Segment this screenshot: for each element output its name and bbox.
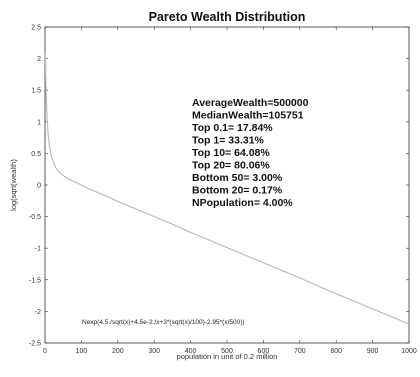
y-tick-label: -1.5 [29, 277, 41, 284]
x-tick-label: 600 [258, 348, 270, 355]
x-tick-label: 900 [367, 348, 379, 355]
series-line [44, 52, 410, 325]
stat-line: Top 10= 64.08% [192, 147, 270, 159]
stat-line: Top 0.1= 17.84% [192, 122, 273, 134]
x-tick-label: 200 [112, 348, 124, 355]
y-axis-label: log(sqrt(wealth) [9, 159, 18, 211]
stats-annotation: AverageWealth=500000MedianWealth=105751T… [192, 97, 309, 209]
x-tick-label: 300 [148, 348, 160, 355]
y-tick-label: 1 [37, 119, 41, 126]
y-tick-label: -0.5 [29, 214, 41, 221]
x-axis-label: population in unit of 0.2 million [177, 352, 278, 361]
stat-line: Bottom 50= 3.00% [192, 172, 283, 184]
x-axis: 0 100 200 300 400 500 600 700 800 900 1000 [43, 27, 417, 355]
x-tick-label: 800 [330, 348, 342, 355]
formula-annotation: Nexp(4.5./sqrt(x)+4.5e-2./x+3*(sqrt(x)/1… [82, 319, 245, 326]
x-tick-label: 0 [43, 348, 47, 355]
y-tick-label: 1.5 [31, 88, 41, 95]
y-tick-label: 0 [37, 183, 41, 190]
stat-line: Top 1= 33.31% [192, 135, 265, 147]
plot-area [44, 26, 410, 344]
x-tick-label: 700 [294, 348, 306, 355]
x-tick-label: 500 [221, 348, 233, 355]
y-tick-label: 2.5 [31, 25, 41, 32]
y-tick-label: -2 [35, 309, 41, 316]
stat-line: AverageWealth=500000 [192, 97, 309, 109]
chart-title: Pareto Wealth Distribution [149, 10, 306, 24]
stat-line: MedianWealth=105751 [192, 110, 304, 122]
x-tick-label: 1000 [401, 348, 417, 355]
stat-line: Top 20= 80.06% [192, 160, 270, 172]
x-tick-label: 400 [185, 348, 197, 355]
x-tick-label: 100 [76, 348, 88, 355]
y-tick-label: -1 [35, 246, 41, 253]
y-tick-label: 0.5 [31, 151, 41, 158]
stat-line: NPopulation= 4.00% [192, 197, 293, 209]
y-tick-label: -2.5 [29, 341, 41, 348]
stat-line: Bottom 20= 0.17% [192, 185, 283, 197]
y-tick-label: 2 [37, 56, 41, 63]
